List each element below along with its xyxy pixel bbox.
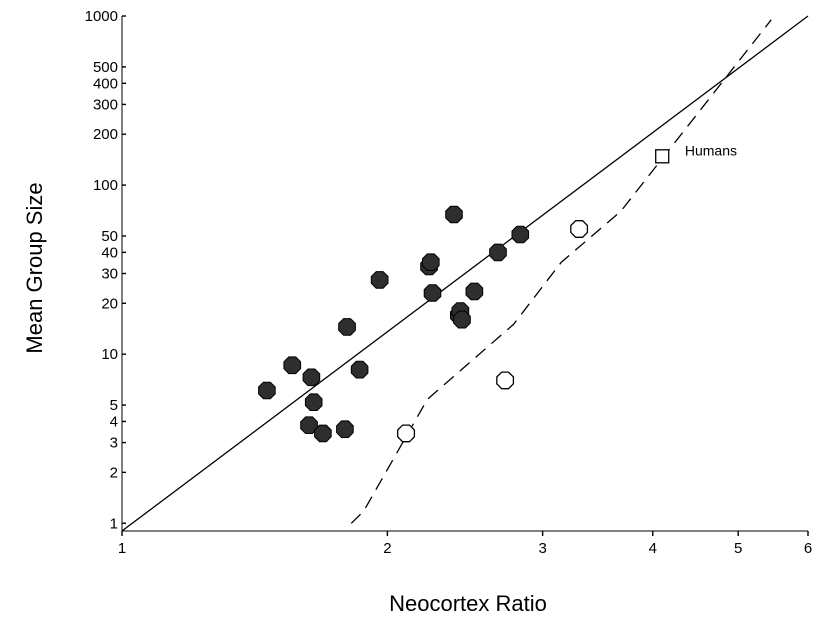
x-tick-label: 3 [538,540,546,557]
solid-regression-line [121,15,809,532]
humans-annotation: Humans [685,142,737,158]
filled-point [336,420,354,438]
filled-point [453,310,471,329]
filled-point [314,424,332,443]
y-tick-label: 500 [93,59,118,76]
y-tick-label: 1 [110,515,118,532]
y-tick-label: 30 [101,266,118,283]
open-point [570,220,589,238]
filled-point [445,205,463,224]
y-tick-label: 40 [101,244,118,261]
fit-lines [121,15,809,532]
open-point [496,371,515,390]
filled-point [300,416,318,434]
y-tick-label: 100 [93,177,118,194]
x-tick-label: 2 [383,540,391,557]
filled-point [511,225,530,244]
x-tick-label: 6 [804,540,812,557]
x-axis-ticks: 1 2 3 4 5 6 [118,531,812,557]
y-tick-label: 5 [110,397,118,414]
filled-point [489,243,507,262]
y-tick-label: 1000 [85,8,118,25]
filled-point [304,393,323,411]
filled-point [302,368,321,387]
open-point [397,424,416,443]
y-axis-title: Mean Group Size [22,182,47,353]
y-tick-label: 4 [110,413,118,430]
filled-point [258,381,276,400]
filled-point [465,282,484,301]
x-axis-title: Neocortex Ratio [389,591,547,616]
x-tick-label: 5 [734,540,742,557]
y-tick-label: 200 [93,126,118,143]
data-points [258,149,670,443]
y-tick-label: 20 [101,295,118,312]
filled-point [370,271,389,289]
y-tick-label: 3 [110,435,118,452]
filled-point [338,318,356,336]
x-tick-label: 4 [649,540,657,557]
y-tick-label: 10 [101,346,118,363]
y-tick-label: 400 [93,75,118,92]
annotations: Humans [685,142,737,158]
filled-point [423,284,442,302]
dashed-regression-line [350,19,772,524]
filled-point [422,253,440,271]
filled-point [283,356,302,375]
x-tick-label: 1 [118,540,126,557]
square-point [655,149,670,164]
y-tick-label: 50 [101,228,118,245]
filled-point [350,360,369,379]
y-tick-label: 2 [110,464,118,481]
y-tick-label: 300 [93,96,118,113]
